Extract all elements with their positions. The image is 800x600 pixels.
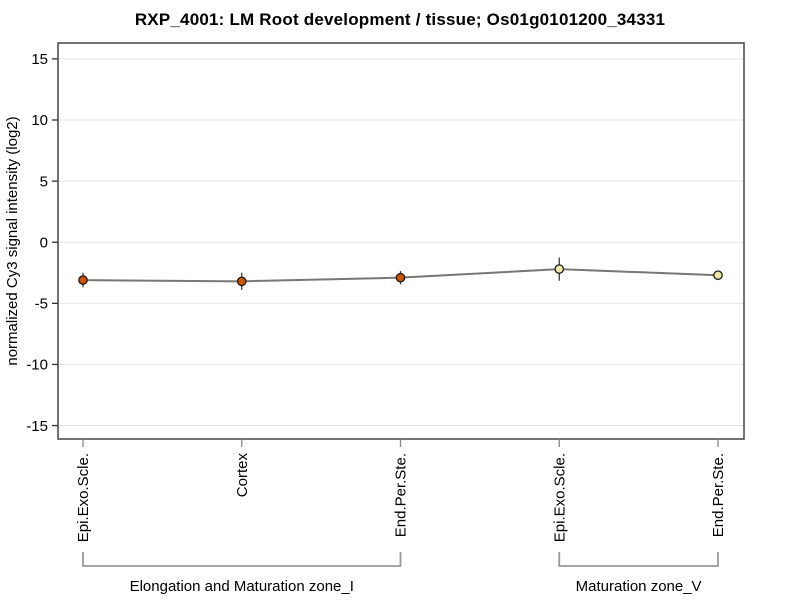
y-tick-label: 5	[40, 173, 48, 190]
x-category-label: Cortex	[234, 453, 251, 498]
data-point	[713, 270, 723, 281]
x-category-label: End.Per.Ste.	[393, 453, 410, 537]
y-tick-label: 10	[31, 112, 48, 129]
x-category-label: Epi.Exo.Scle.	[551, 453, 568, 542]
data-point	[78, 275, 88, 285]
x-category-label: Epi.Exo.Scle.	[75, 453, 92, 542]
y-tick-label: -5	[35, 296, 48, 313]
x-category-label: End.Per.Ste.	[710, 453, 727, 537]
chart-title: RXP_4001: LM Root development / tissue; …	[134, 10, 666, 29]
y-tick-label: -15	[26, 418, 48, 435]
data-point	[236, 276, 247, 287]
group-label: Elongation and Maturation zone_I	[130, 578, 354, 595]
y-tick-label: -10	[26, 357, 48, 374]
data-point	[554, 264, 565, 274]
group-bracket	[558, 552, 719, 567]
group-label: Maturation zone_V	[576, 578, 702, 595]
data-point	[395, 272, 406, 283]
y-tick-label: 0	[40, 234, 48, 251]
group-bracket	[82, 552, 402, 567]
plot-box	[57, 42, 745, 440]
y-tick-label: 15	[31, 51, 48, 68]
